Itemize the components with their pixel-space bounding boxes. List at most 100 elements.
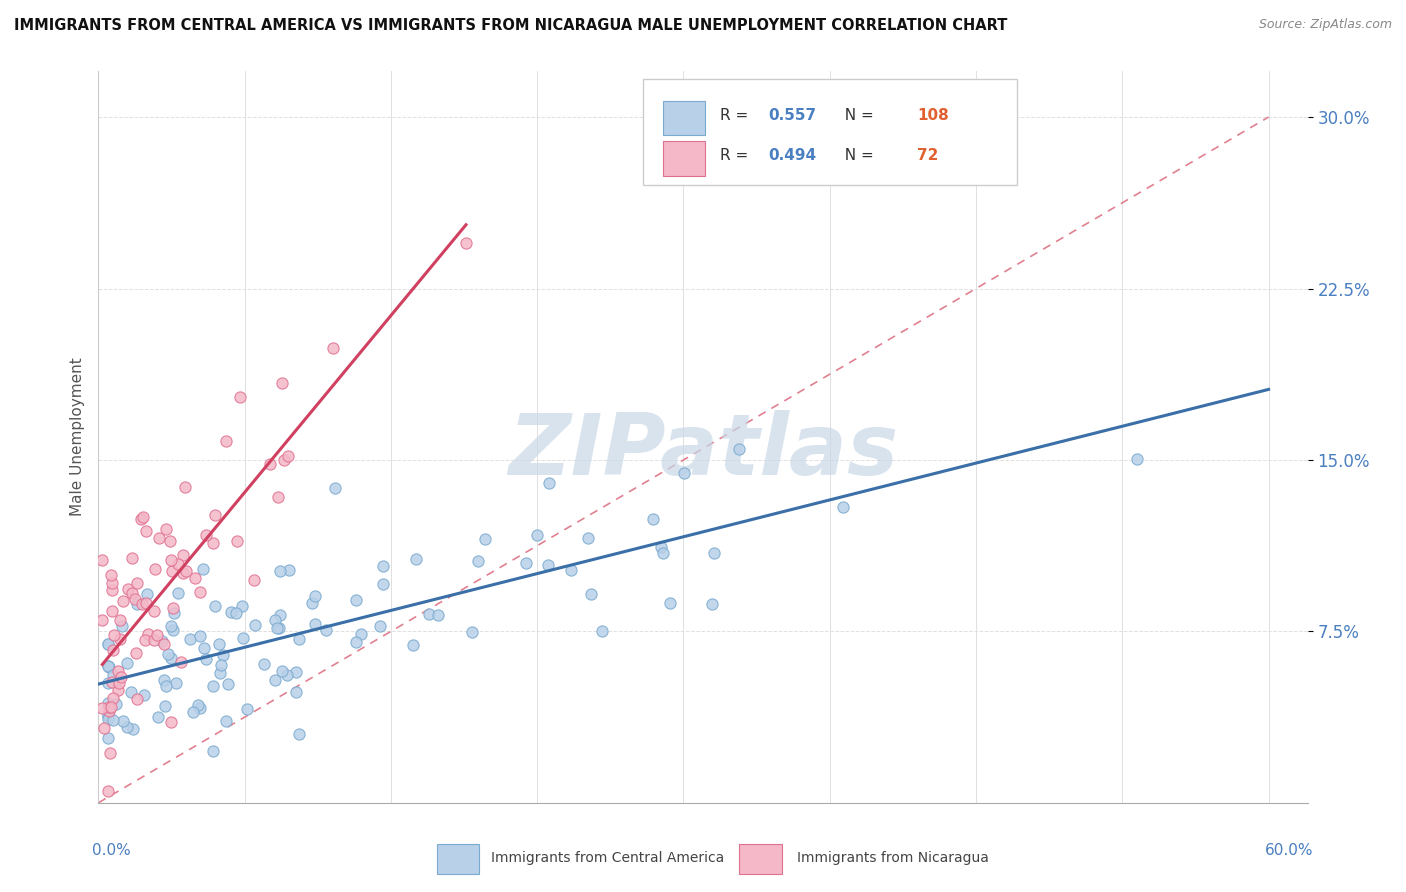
Point (136, 587, 159, 601)
Point (160, 553, 183, 567)
Text: 0.494: 0.494 (768, 148, 817, 163)
Text: N =: N = (835, 108, 879, 123)
Point (427, 608, 450, 623)
Point (225, 606, 247, 620)
Point (93, 721, 115, 735)
FancyBboxPatch shape (740, 845, 782, 874)
Point (100, 604, 122, 618)
Point (231, 599, 253, 613)
Point (124, 646, 146, 660)
Point (150, 634, 173, 648)
Point (117, 582, 139, 597)
Point (160, 714, 183, 729)
FancyBboxPatch shape (664, 142, 706, 176)
Point (190, 584, 212, 599)
Point (101, 582, 124, 597)
Point (537, 558, 560, 572)
Point (97, 731, 120, 745)
Point (700, 597, 723, 611)
Point (560, 563, 582, 577)
Point (344, 592, 367, 607)
Point (167, 586, 190, 600)
Point (288, 632, 311, 647)
Point (267, 490, 290, 504)
Point (193, 562, 215, 576)
Point (132, 688, 155, 702)
FancyBboxPatch shape (437, 845, 479, 874)
Point (103, 714, 125, 728)
Point (263, 613, 285, 627)
Point (107, 665, 129, 679)
Point (201, 679, 224, 693)
Point (591, 624, 613, 638)
FancyBboxPatch shape (664, 101, 706, 136)
Point (188, 701, 211, 715)
Point (181, 705, 204, 719)
Point (97, 784, 120, 798)
Point (135, 524, 157, 538)
Point (215, 434, 238, 448)
Point (101, 667, 124, 681)
Point (350, 626, 373, 640)
Point (202, 744, 225, 758)
Point (111, 714, 134, 728)
Point (97, 637, 120, 651)
Point (163, 606, 186, 620)
Point (370, 619, 392, 633)
Point (219, 605, 242, 619)
Point (155, 680, 177, 694)
Point (344, 635, 367, 649)
Point (125, 597, 148, 611)
Point (172, 549, 194, 563)
Point (143, 562, 166, 576)
Point (97, 712, 120, 726)
Point (132, 510, 155, 524)
Point (155, 522, 177, 536)
Point (195, 652, 218, 666)
Point (418, 607, 440, 622)
Point (98, 660, 121, 674)
Point (217, 677, 239, 691)
Point (371, 577, 394, 591)
Point (184, 571, 207, 585)
Point (269, 607, 291, 622)
Point (138, 627, 160, 641)
Point (253, 657, 276, 672)
Point (131, 597, 153, 611)
Point (467, 554, 489, 568)
Point (170, 656, 193, 670)
Point (115, 720, 138, 734)
Point (135, 596, 157, 610)
Text: 72: 72 (917, 148, 938, 163)
Point (146, 710, 169, 724)
Point (208, 666, 231, 681)
Point (108, 632, 131, 646)
Point (204, 508, 226, 523)
Point (537, 476, 560, 491)
Point (728, 442, 751, 456)
Point (267, 621, 290, 635)
Point (148, 531, 170, 545)
Text: Immigrants from Nicaragua: Immigrants from Nicaragua (797, 851, 990, 864)
Point (179, 632, 201, 646)
Point (91, 614, 114, 628)
Point (97, 676, 120, 690)
Point (108, 613, 131, 627)
Point (143, 632, 166, 647)
Text: 0.557: 0.557 (768, 108, 817, 123)
Point (672, 466, 695, 480)
Point (110, 671, 132, 685)
Point (159, 650, 181, 665)
Point (229, 390, 252, 404)
Point (287, 727, 309, 741)
Point (232, 631, 254, 645)
Point (111, 619, 134, 633)
Point (97, 659, 120, 673)
Point (103, 628, 125, 642)
Point (461, 625, 484, 640)
Point (100, 674, 122, 689)
Point (152, 637, 174, 651)
Point (225, 534, 247, 549)
Point (127, 692, 149, 706)
Point (202, 536, 225, 550)
